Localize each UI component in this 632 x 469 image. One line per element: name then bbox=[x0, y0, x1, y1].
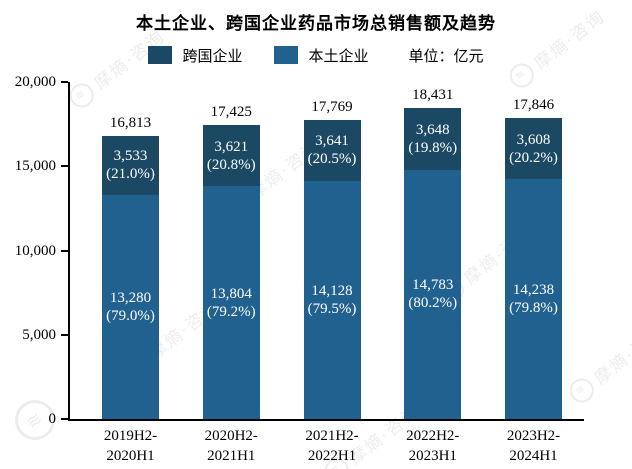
x-axis-label-line: 2024H1 bbox=[509, 448, 558, 464]
segment-share-label: (21.0%) bbox=[106, 166, 155, 183]
bar-total-label: 17,425 bbox=[210, 104, 252, 121]
y-axis-tick-label: 0 bbox=[48, 411, 57, 427]
legend-label-local: 本土企业 bbox=[308, 48, 369, 65]
y-axis-tick bbox=[61, 418, 68, 420]
x-axis-label-line: 2019H2- bbox=[103, 428, 158, 444]
plot-area: 0 5,000 10,000 15,000 20,000 3,533 (21.0%) 13,2… bbox=[15, 74, 584, 464]
y-axis-tick bbox=[61, 249, 68, 252]
bar-segment-multinational: 3,648 (19.8%) bbox=[404, 108, 462, 170]
bar-segment-multinational: 3,641 (20.5%) bbox=[303, 119, 361, 181]
unit-label: 单位：亿元 bbox=[408, 48, 484, 65]
segment-share-label: (79.5%) bbox=[307, 300, 357, 317]
segment-value-label: 3,621 bbox=[214, 138, 249, 155]
bar-segment-local: 14,128 (79.5%) bbox=[303, 180, 361, 419]
y-axis-tick-label: 15,000 bbox=[14, 158, 56, 175]
segment-value-label: 13,280 bbox=[109, 290, 152, 307]
bar-segment-multinational: 3,533 (21.0%) bbox=[102, 135, 159, 196]
segment-share-label: (79.8%) bbox=[509, 300, 558, 317]
legend: 跨国企业 本土企业 单位：亿元 bbox=[0, 44, 632, 66]
legend-label-multinational: 跨国企业 bbox=[182, 48, 243, 65]
y-axis-tick-label: 5,000 bbox=[22, 326, 56, 343]
bar-segment-multinational: 3,621 (20.8%) bbox=[202, 125, 260, 187]
x-axis-label-line: 2020H2- bbox=[204, 428, 258, 444]
x-axis-label-line: 2023H1 bbox=[408, 448, 457, 464]
bar-2022H2-2023H1: 3,648 (19.8%) 14,783 (80.2%) bbox=[404, 108, 462, 419]
watermark-text: 摩熵·咨询 bbox=[591, 321, 632, 389]
bar-total-label: 17,846 bbox=[512, 97, 555, 114]
segment-value-label: 3,641 bbox=[315, 133, 349, 150]
x-axis-label: 2023H2- 2024H1 bbox=[479, 426, 589, 466]
y-axis-tick-label: 10,000 bbox=[14, 242, 56, 259]
bar-segment-local: 13,280 (79.0%) bbox=[102, 195, 159, 419]
y-axis-tick bbox=[61, 165, 68, 168]
legend-swatch-multinational bbox=[148, 46, 173, 64]
bar-2019H2-2020H1: 3,533 (21.0%) 13,280 (79.0%) bbox=[102, 135, 159, 419]
segment-share-label: (19.8%) bbox=[408, 140, 458, 157]
legend-swatch-local bbox=[274, 46, 299, 64]
bar-segment-local: 14,783 (80.2%) bbox=[404, 169, 462, 419]
bar-segment-multinational: 3,608 (20.2%) bbox=[505, 118, 562, 180]
bar-segment-local: 13,804 (79.2%) bbox=[202, 186, 260, 419]
x-axis-label: 2019H2- 2020H1 bbox=[76, 426, 186, 466]
bar-total-label: 17,769 bbox=[311, 98, 353, 115]
x-axis-label-line: 2022H2- bbox=[406, 428, 460, 444]
bar-total-label: 18,431 bbox=[412, 87, 454, 104]
y-axis-tick bbox=[61, 81, 68, 83]
bar-2023H2-2024H1: 3,608 (20.2%) 14,238 (79.8%) bbox=[505, 118, 562, 419]
segment-share-label: (80.2%) bbox=[408, 295, 458, 312]
segment-value-label: 3,533 bbox=[113, 148, 148, 165]
y-axis-tick bbox=[61, 333, 68, 336]
segment-share-label: (20.5%) bbox=[307, 151, 357, 168]
x-axis-label-line: 2021H1 bbox=[207, 448, 256, 464]
x-axis-label: 2022H2- 2023H1 bbox=[378, 426, 488, 466]
bar-2021H2-2022H1: 3,641 (20.5%) 14,128 (79.5%) bbox=[303, 119, 361, 419]
chart-title: 本土企业、跨国企业药品市场总销售额及趋势 bbox=[136, 14, 496, 33]
segment-share-label: (79.2%) bbox=[206, 303, 256, 320]
x-axis-label-line: 2021H2- bbox=[305, 428, 359, 444]
segment-value-label: 14,128 bbox=[311, 282, 353, 299]
segment-value-label: 3,648 bbox=[415, 122, 450, 139]
y-axis-tick-label: 20,000 bbox=[14, 74, 56, 90]
segment-value-label: 3,608 bbox=[516, 131, 551, 148]
x-axis-label: 2021H2- 2022H1 bbox=[277, 426, 387, 466]
segment-value-label: 13,804 bbox=[210, 285, 252, 302]
segment-value-label: 14,238 bbox=[512, 282, 555, 299]
segment-value-label: 14,783 bbox=[412, 277, 454, 294]
x-axis-label-line: 2023H2- bbox=[506, 428, 561, 444]
x-axis-label-line: 2020H1 bbox=[106, 448, 155, 464]
segment-share-label: (79.0%) bbox=[106, 308, 155, 325]
bar-2020H2-2021H1: 3,621 (20.8%) 13,804 (79.2%) bbox=[202, 125, 260, 419]
bar-segment-local: 14,238 (79.8%) bbox=[505, 179, 562, 419]
segment-share-label: (20.2%) bbox=[509, 149, 558, 166]
x-axis-label: 2020H2- 2021H1 bbox=[176, 426, 286, 466]
x-axis-label-line: 2022H1 bbox=[307, 448, 357, 464]
bar-total-label: 16,813 bbox=[109, 114, 152, 131]
segment-share-label: (20.8%) bbox=[206, 156, 256, 173]
